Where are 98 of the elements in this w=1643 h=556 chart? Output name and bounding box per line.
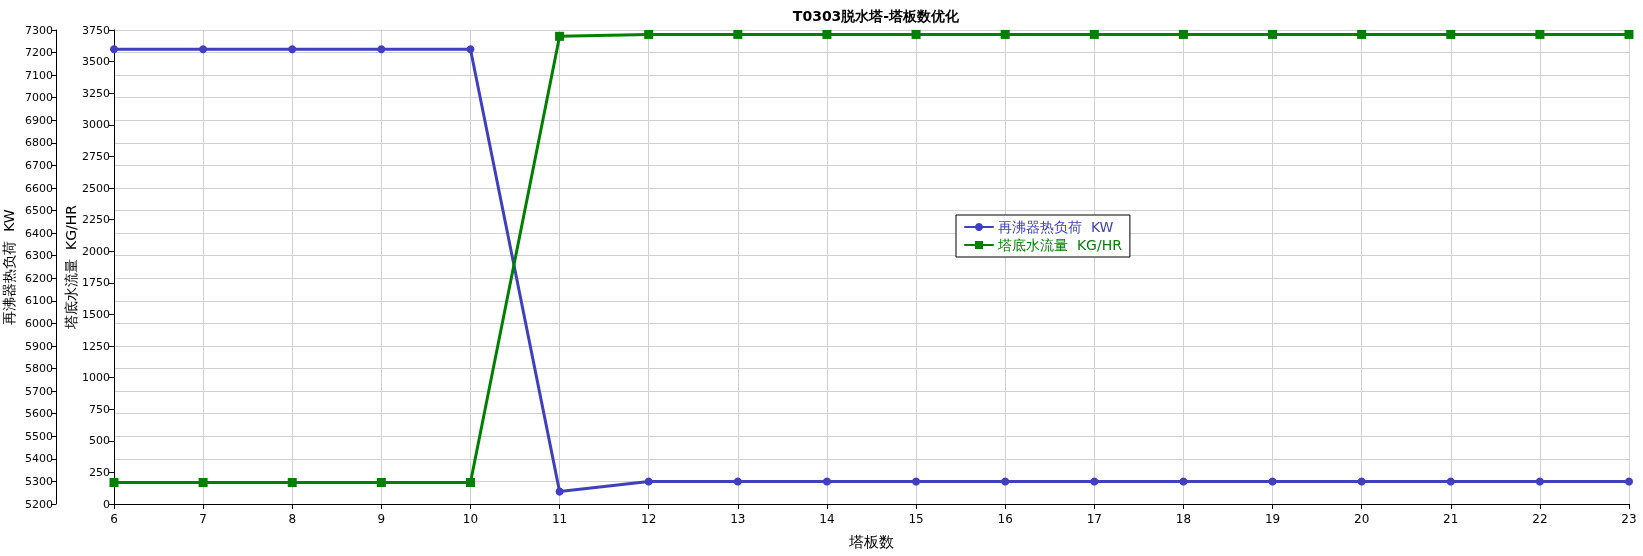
y-tick-label: 5300: [25, 474, 53, 488]
y2-tick-label: 3000: [82, 118, 110, 132]
point: [555, 31, 565, 41]
y-tick-label: 6000: [25, 316, 53, 330]
point: [465, 478, 475, 488]
y-tick-label: 6200: [25, 271, 53, 285]
x-tick-label: 10: [462, 512, 479, 526]
point: [1535, 477, 1544, 486]
y-tick-label: 5200: [25, 497, 53, 511]
point: [199, 45, 208, 54]
point: [1178, 29, 1188, 39]
point: [644, 477, 653, 486]
point: [555, 487, 564, 496]
point: [287, 478, 297, 488]
point: [1179, 477, 1188, 486]
point: [822, 29, 832, 39]
y-tick-label: 5700: [25, 384, 53, 398]
y2-tick-label: 2500: [82, 181, 110, 195]
y2-tick-label: 0: [103, 497, 110, 511]
point: [1090, 477, 1099, 486]
point: [198, 478, 208, 488]
y-tick-label: 5800: [25, 362, 53, 376]
x-tick-label: 19: [1264, 512, 1281, 526]
point: [1001, 477, 1010, 486]
point: [1268, 477, 1277, 486]
y-tick-label: 7300: [25, 23, 53, 37]
point: [1000, 29, 1010, 39]
y-tick-label: 7000: [25, 91, 53, 105]
point: [822, 477, 831, 486]
y-tick-label: 6600: [25, 181, 53, 195]
point: [912, 477, 921, 486]
y2-tick-label: 3500: [82, 55, 110, 69]
y-tick-label: 5500: [25, 429, 53, 443]
point: [1268, 29, 1278, 39]
x-tick-label: 17: [1086, 512, 1102, 526]
y-tick-label: 6800: [25, 136, 53, 150]
point: [1089, 29, 1099, 39]
legend-label: 再沸器热负荷 KW: [998, 219, 1114, 235]
x-tick-label: 20: [1354, 512, 1370, 526]
y2-axis-title: 塔底水流量 KG/HR: [63, 204, 79, 330]
legend-label: 塔底水流量 KG/HR: [997, 237, 1123, 253]
y-tick-label: 6500: [25, 204, 53, 218]
y2-tick-label: 1000: [82, 371, 110, 385]
y-tick-label: 6100: [25, 294, 53, 308]
point: [110, 45, 118, 54]
x-tick-label: 11: [551, 512, 568, 526]
point: [466, 45, 475, 54]
x-tick-label: 14: [819, 512, 835, 526]
point: [1357, 29, 1367, 39]
y2-tick-label: 3750: [82, 23, 110, 37]
point: [109, 478, 119, 488]
x-tick-label: 12: [641, 512, 657, 526]
point: [1357, 477, 1366, 486]
y-tick-label: 6700: [25, 158, 53, 172]
y-tick-label: 5600: [25, 407, 53, 421]
x-tick-label: 6: [110, 512, 118, 526]
x-tick-label: 9: [377, 512, 386, 526]
x-tick-label: 7: [199, 512, 207, 526]
chart-title: T0303脱水塔-塔板数优化: [792, 8, 961, 24]
y2-tick-label: 2750: [82, 149, 110, 163]
x-tick-label: 22: [1532, 512, 1548, 526]
x-tick-label: 18: [1175, 512, 1192, 526]
point: [377, 45, 386, 54]
x-tick-label: 15: [908, 512, 924, 526]
point: [644, 29, 654, 39]
x-tick-label: 13: [730, 512, 746, 526]
y2-tick-label: 500: [89, 434, 110, 448]
y-tick-label: 6900: [25, 113, 53, 127]
point: [1624, 29, 1634, 39]
x-tick-label: 16: [997, 512, 1013, 526]
y-tick-label: 5400: [25, 452, 53, 466]
y2-tick-label: 2000: [82, 244, 110, 258]
x-tick-label: 23: [1621, 512, 1637, 526]
point: [288, 45, 297, 54]
y-axis-title: 再沸器热负荷 KW: [1, 209, 17, 325]
y2-tick-label: 1750: [82, 276, 110, 290]
y-tick-label: 7200: [25, 46, 53, 60]
y-tick-label: 5900: [25, 339, 53, 353]
y-tick-label: 6400: [25, 226, 53, 240]
point: [376, 478, 386, 488]
point: [1535, 29, 1545, 39]
y-tick-label: 7100: [25, 68, 53, 82]
x-tick-label: 21: [1443, 512, 1459, 526]
y2-tick-label: 3250: [82, 86, 110, 100]
point: [733, 477, 742, 486]
point: [1446, 477, 1455, 486]
y2-tick-label: 750: [89, 402, 110, 416]
y-tick-label: 6300: [25, 249, 53, 263]
y2-tick-label: 1500: [82, 307, 110, 321]
x-axis-title: 塔板数: [848, 532, 894, 551]
point: [1625, 477, 1633, 486]
point: [733, 29, 743, 39]
y2-tick-label: 2250: [82, 213, 110, 227]
point: [911, 29, 921, 39]
y2-tick-label: 1250: [82, 339, 110, 353]
x-tick-label: 8: [288, 512, 297, 526]
point: [1446, 29, 1456, 39]
y2-tick-label: 250: [89, 465, 110, 479]
